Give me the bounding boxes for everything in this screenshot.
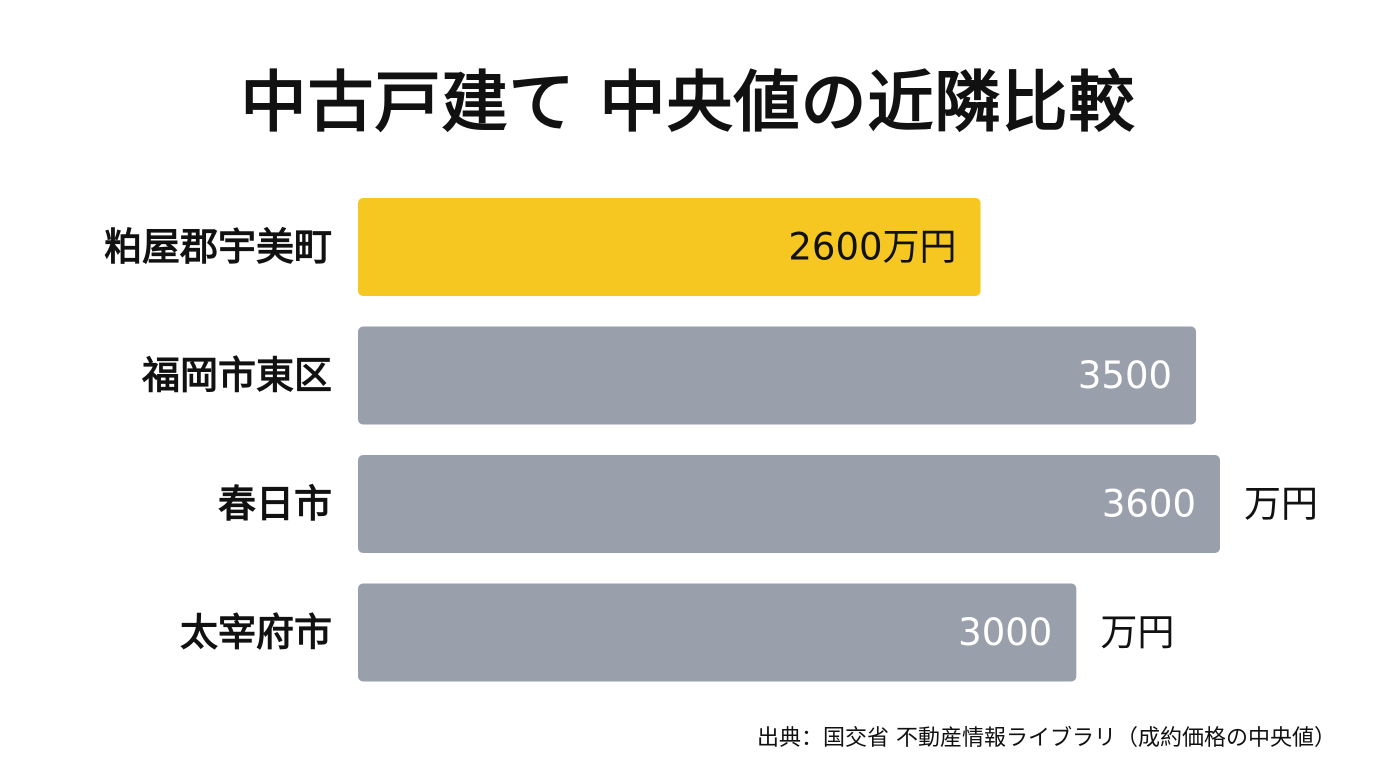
bar [358,326,1197,425]
bar-value-label: 3000 [958,611,1052,654]
chart-title: 中古戸建て 中央値の近隣比較 [240,64,1136,141]
category-label: 太宰府市 [180,611,332,655]
category-label: 春日市 [218,482,332,526]
source-note: 出典：国交省 不動産情報ライブラリ（成約価格の中央値） [757,726,1336,751]
bar [358,583,1077,682]
category-label: 粕屋郡宇美町 [104,225,332,269]
bar-value-label: 2600万円 [788,226,956,269]
bar-highlighted [358,198,981,296]
bar-value-label: 3500 [1078,354,1172,397]
bar [358,455,1220,553]
unit-label: 万円 [1244,483,1318,526]
category-label: 福岡市東区 [141,354,332,398]
bar-value-label: 3600 [1102,483,1196,526]
unit-label: 万円 [1100,611,1174,654]
